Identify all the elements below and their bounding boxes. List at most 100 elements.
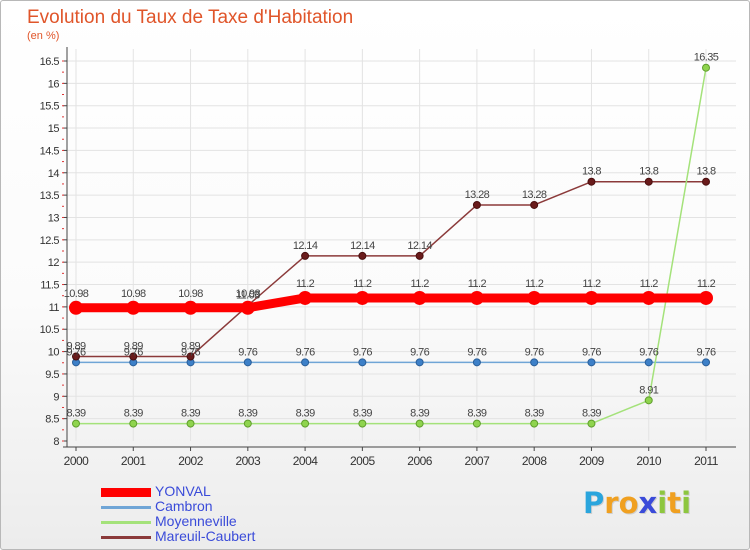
data-point	[129, 419, 138, 428]
data-point	[69, 300, 83, 315]
chart-subtitle: (en %)	[27, 30, 60, 42]
data-label: 9.76	[525, 346, 544, 358]
data-label: 13.8	[582, 166, 601, 178]
data-label: 12.14	[293, 240, 318, 252]
data-label: 13.28	[465, 189, 490, 201]
data-point	[298, 290, 313, 305]
y-tick-label: 15	[48, 123, 60, 135]
data-label: 11.03	[236, 290, 260, 302]
x-tick-label: 2003	[235, 454, 261, 468]
data-label: 9.76	[467, 346, 486, 358]
series-line-moyenneville	[75, 66, 707, 425]
y-tick-label: 11.5	[40, 280, 59, 292]
data-label: 13.8	[639, 166, 658, 178]
data-label: 13.8	[696, 166, 715, 178]
y-tick-label: 11	[49, 302, 60, 314]
legend-swatch	[101, 536, 151, 539]
data-label: 8.91	[639, 384, 658, 396]
data-label: 9.89	[66, 341, 85, 353]
data-point	[358, 251, 367, 260]
data-label: 9.76	[181, 346, 200, 358]
data-point	[186, 352, 195, 361]
data-point	[301, 251, 310, 260]
data-point	[415, 251, 424, 260]
y-tick-label: 10.5	[40, 324, 60, 336]
logo-letter: r	[604, 486, 619, 520]
data-point	[527, 290, 542, 305]
data-point	[415, 358, 424, 367]
logo-letter: x	[638, 486, 658, 520]
data-point	[641, 290, 656, 305]
data-label: 8.39	[353, 408, 372, 420]
data-point	[530, 358, 539, 367]
y-tick-label: 9.5	[45, 369, 59, 381]
data-label: 9.76	[410, 346, 429, 358]
data-point	[644, 177, 653, 186]
y-tick-label: 12.5	[40, 235, 60, 247]
data-label: 9.76	[66, 346, 85, 358]
logo-letter: t	[667, 486, 682, 520]
data-label: 8.39	[467, 408, 486, 420]
x-tick-label: 2005	[350, 454, 376, 468]
y-tick-label: 13.5	[40, 190, 60, 202]
data-point	[243, 419, 252, 428]
y-tick-label: 14.5	[40, 145, 60, 157]
data-label: 9.76	[582, 346, 601, 358]
x-tick-label: 2000	[64, 454, 90, 468]
data-point	[301, 419, 310, 428]
data-point	[587, 358, 596, 367]
data-label: 8.39	[66, 408, 85, 420]
data-point	[72, 352, 80, 361]
data-point	[702, 63, 710, 72]
data-label: 11.2	[640, 278, 659, 290]
data-point	[72, 419, 80, 428]
data-label: 8.39	[124, 408, 143, 420]
legend-label: YONVAL	[155, 483, 211, 499]
data-label: 11.2	[411, 278, 430, 290]
data-point	[587, 419, 596, 428]
data-point	[469, 290, 484, 305]
data-label: 10.98	[178, 288, 203, 300]
data-point	[644, 396, 653, 405]
legend-swatch	[101, 488, 151, 497]
series-line-yonval	[71, 293, 711, 313]
data-label: 11.2	[525, 278, 544, 290]
data-label: 11.2	[697, 278, 716, 290]
legend-swatch	[101, 506, 151, 509]
data-point	[587, 177, 596, 186]
legend-label: Moyenneville	[155, 513, 237, 529]
x-tick-label: 2011	[694, 454, 719, 468]
legend-swatch	[101, 521, 151, 524]
y-tick-label: 12	[48, 257, 60, 269]
x-tick-label: 2004	[293, 454, 319, 468]
y-tick-label: 8.5	[45, 414, 59, 426]
data-label: 12.14	[350, 240, 375, 252]
data-point	[358, 419, 367, 428]
data-label: 11.2	[468, 278, 487, 290]
data-point	[644, 358, 653, 367]
y-tick-label: 13	[48, 212, 60, 224]
data-point	[240, 300, 255, 315]
data-label: 9.89	[181, 341, 200, 353]
data-label: 9.76	[296, 346, 315, 358]
data-label: 9.89	[124, 341, 143, 353]
x-tick-label: 2008	[522, 454, 548, 468]
data-point	[358, 358, 367, 367]
data-point	[301, 358, 310, 367]
data-point	[186, 419, 195, 428]
data-label: 9.76	[353, 346, 372, 358]
x-tick-label: 2001	[121, 454, 147, 468]
legend-label: Cambron	[155, 498, 213, 514]
data-point	[243, 358, 252, 367]
data-label: 9.76	[696, 346, 715, 358]
x-tick-label: 2007	[465, 454, 491, 468]
data-point	[702, 358, 710, 367]
y-tick-label: 8	[53, 436, 59, 448]
data-label: 12.14	[407, 240, 432, 252]
y-tick-label: 16.5	[40, 56, 60, 68]
data-point	[183, 300, 198, 315]
data-point	[699, 290, 713, 305]
data-point	[126, 300, 141, 315]
